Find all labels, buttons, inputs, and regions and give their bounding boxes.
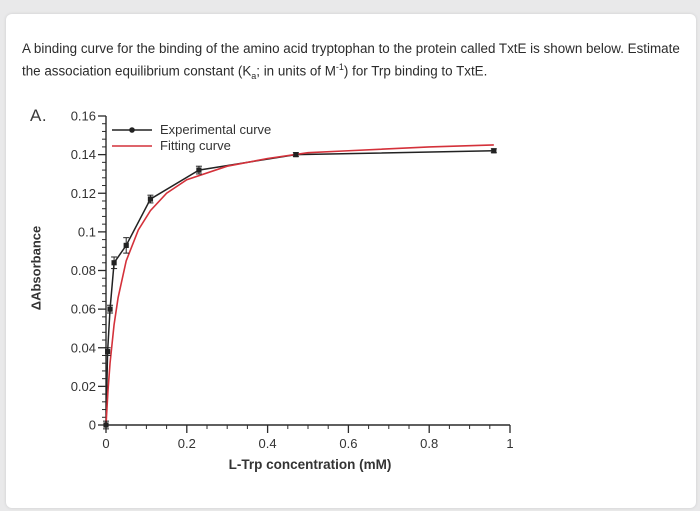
y-tick-label: 0.02 xyxy=(71,379,96,394)
y-tick-label: 0.08 xyxy=(71,263,96,278)
experimental-data-point xyxy=(196,167,202,173)
experimental-data-point xyxy=(491,148,497,154)
legend-marker-experimental xyxy=(129,127,135,133)
chart-legend xyxy=(112,127,152,147)
y-tick-label: 0.06 xyxy=(71,302,96,317)
legend-entry-experimental: Experimental curve xyxy=(160,122,272,137)
y-tick-label: 0.14 xyxy=(71,147,96,162)
x-tick-label: 0.2 xyxy=(178,436,196,451)
y-tick-label: 0.1 xyxy=(78,224,96,239)
fitting-curve-line xyxy=(105,144,494,426)
experimental-curve-line xyxy=(105,150,494,426)
x-axis-label: L-Trp concentration (mM) xyxy=(228,457,392,472)
chart-series xyxy=(103,144,497,430)
question-part-1: A binding curve for the binding of the a… xyxy=(22,41,680,79)
legend-entry-fitting: Fitting curve xyxy=(160,138,231,153)
y-tick-label: 0.12 xyxy=(71,186,96,201)
x-tick-label: 0 xyxy=(102,436,109,451)
question-part-2: ; in units of M xyxy=(256,63,336,79)
experimental-data-point xyxy=(293,152,299,158)
y-tick-label: 0 xyxy=(89,418,96,433)
chart-axes: 0 0.02 0.04 0.06 0.08 0.1 0.12 0.14 0.16 0 0.2 0.4 0… xyxy=(71,109,514,452)
question-superscript: -1 xyxy=(335,62,344,72)
x-tick-label: 0.6 xyxy=(339,436,357,451)
experimental-data-point xyxy=(103,422,109,428)
question-subscript: a xyxy=(251,71,257,82)
experimental-data-point xyxy=(111,260,117,266)
x-tick-label: 0.8 xyxy=(420,436,438,451)
x-tick-label: 0.4 xyxy=(259,436,277,451)
y-axis-label: ΔAbsorbance xyxy=(28,225,44,311)
experimental-data-point xyxy=(105,349,111,355)
y-tick-label: 0.16 xyxy=(71,109,96,124)
y-tick-label: 0.04 xyxy=(71,340,96,355)
experimental-data-point xyxy=(147,196,154,202)
question-text: A binding curve for the binding of the a… xyxy=(22,39,682,86)
question-part-3: ) for Trp binding to TxtE. xyxy=(343,63,488,79)
x-tick-label: 1 xyxy=(506,436,513,451)
experimental-data-point xyxy=(123,242,129,248)
experimental-data-point xyxy=(107,306,113,312)
panel-label: A. xyxy=(30,106,48,125)
